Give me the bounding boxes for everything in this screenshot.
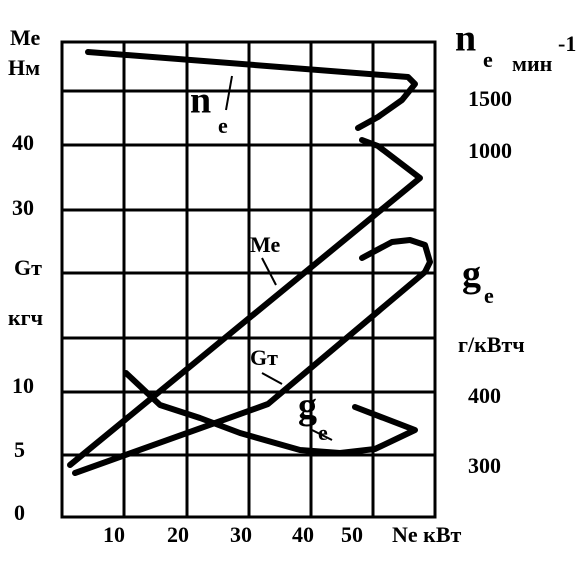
leader-line (225, 75, 233, 111)
axis-label: 50 (341, 522, 363, 547)
axis-label: 300 (468, 453, 501, 478)
axis-unit: г/кВтч (458, 332, 525, 357)
curve-label: g (298, 386, 317, 428)
curve-label: Ме (250, 232, 280, 257)
axis-label: 20 (167, 522, 189, 547)
axis-label: 0 (14, 500, 25, 525)
curve-label: Gт (250, 345, 278, 370)
axis-label: 40 (292, 522, 314, 547)
axis-title: Ме (10, 25, 40, 50)
axis-label: 10 (12, 373, 34, 398)
curve-labels: n е Ме Gт g е (190, 75, 333, 445)
axis-label: 400 (468, 383, 501, 408)
axis-symbol: n (455, 18, 476, 60)
axis-title: Ne кВт (392, 522, 462, 547)
curves (67, 49, 433, 476)
leader-line (261, 372, 283, 385)
curve-subscript: е (218, 113, 228, 138)
ge-curve (123, 370, 418, 456)
axis-symbol: g (462, 254, 481, 296)
left-axis: Ме Нм 40 30 Gт кгч 10 5 0 (8, 25, 43, 525)
axis-unit: мин (512, 51, 553, 76)
axis-subscript: е (483, 47, 493, 72)
axis-unit: кгч (8, 305, 43, 330)
axis-label: 1500 (468, 86, 512, 111)
curve-label: n (190, 80, 211, 122)
axis-exponent: -1 (558, 31, 576, 56)
axis-subscript: е (484, 283, 494, 308)
axis-label: 10 (103, 522, 125, 547)
axis-unit: Нм (8, 55, 40, 80)
axis-label: 30 (12, 195, 34, 220)
axis-label: 1000 (468, 138, 512, 163)
me-curve (67, 137, 423, 468)
curve-subscript: е (318, 420, 328, 445)
axis-title: Gт (14, 255, 42, 280)
gt-curve (72, 237, 433, 476)
leader-line (261, 257, 277, 286)
right-axis: n е мин -1 1500 1000 g е г/кВтч 400 300 (455, 18, 576, 478)
axis-label: 40 (12, 130, 34, 155)
axis-label: 5 (14, 437, 25, 462)
bottom-axis: 10 20 30 40 50 Ne кВт (103, 522, 462, 547)
axis-label: 30 (230, 522, 252, 547)
leader-line (311, 429, 333, 441)
ne-curve (85, 49, 418, 131)
